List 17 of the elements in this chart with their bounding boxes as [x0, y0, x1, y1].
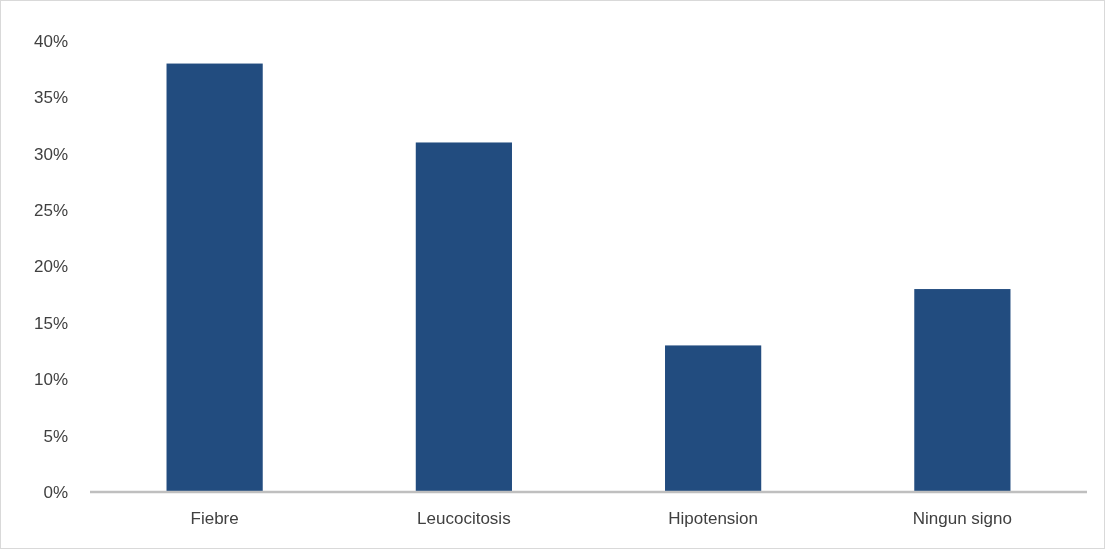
y-tick-label: 40%: [33, 31, 68, 51]
bar: [665, 345, 762, 492]
y-tick-label: 0%: [43, 482, 68, 502]
x-tick-label: Leucocitosis: [417, 509, 511, 529]
y-tick-label: 10%: [33, 370, 68, 390]
x-tick-label: Hipotension: [668, 509, 759, 529]
y-tick-label: 25%: [33, 201, 68, 221]
x-tick-label: Fiebre: [190, 509, 239, 529]
y-tick-label: 5%: [43, 426, 68, 446]
bar: [166, 63, 263, 492]
x-tick-label: Ningun signo: [912, 509, 1012, 529]
bar: [415, 142, 512, 492]
bar: [914, 289, 1011, 492]
y-tick-label: 30%: [33, 144, 68, 164]
y-tick-label: 20%: [33, 257, 68, 277]
y-tick-label: 15%: [33, 313, 68, 333]
y-tick-label: 35%: [33, 88, 68, 108]
